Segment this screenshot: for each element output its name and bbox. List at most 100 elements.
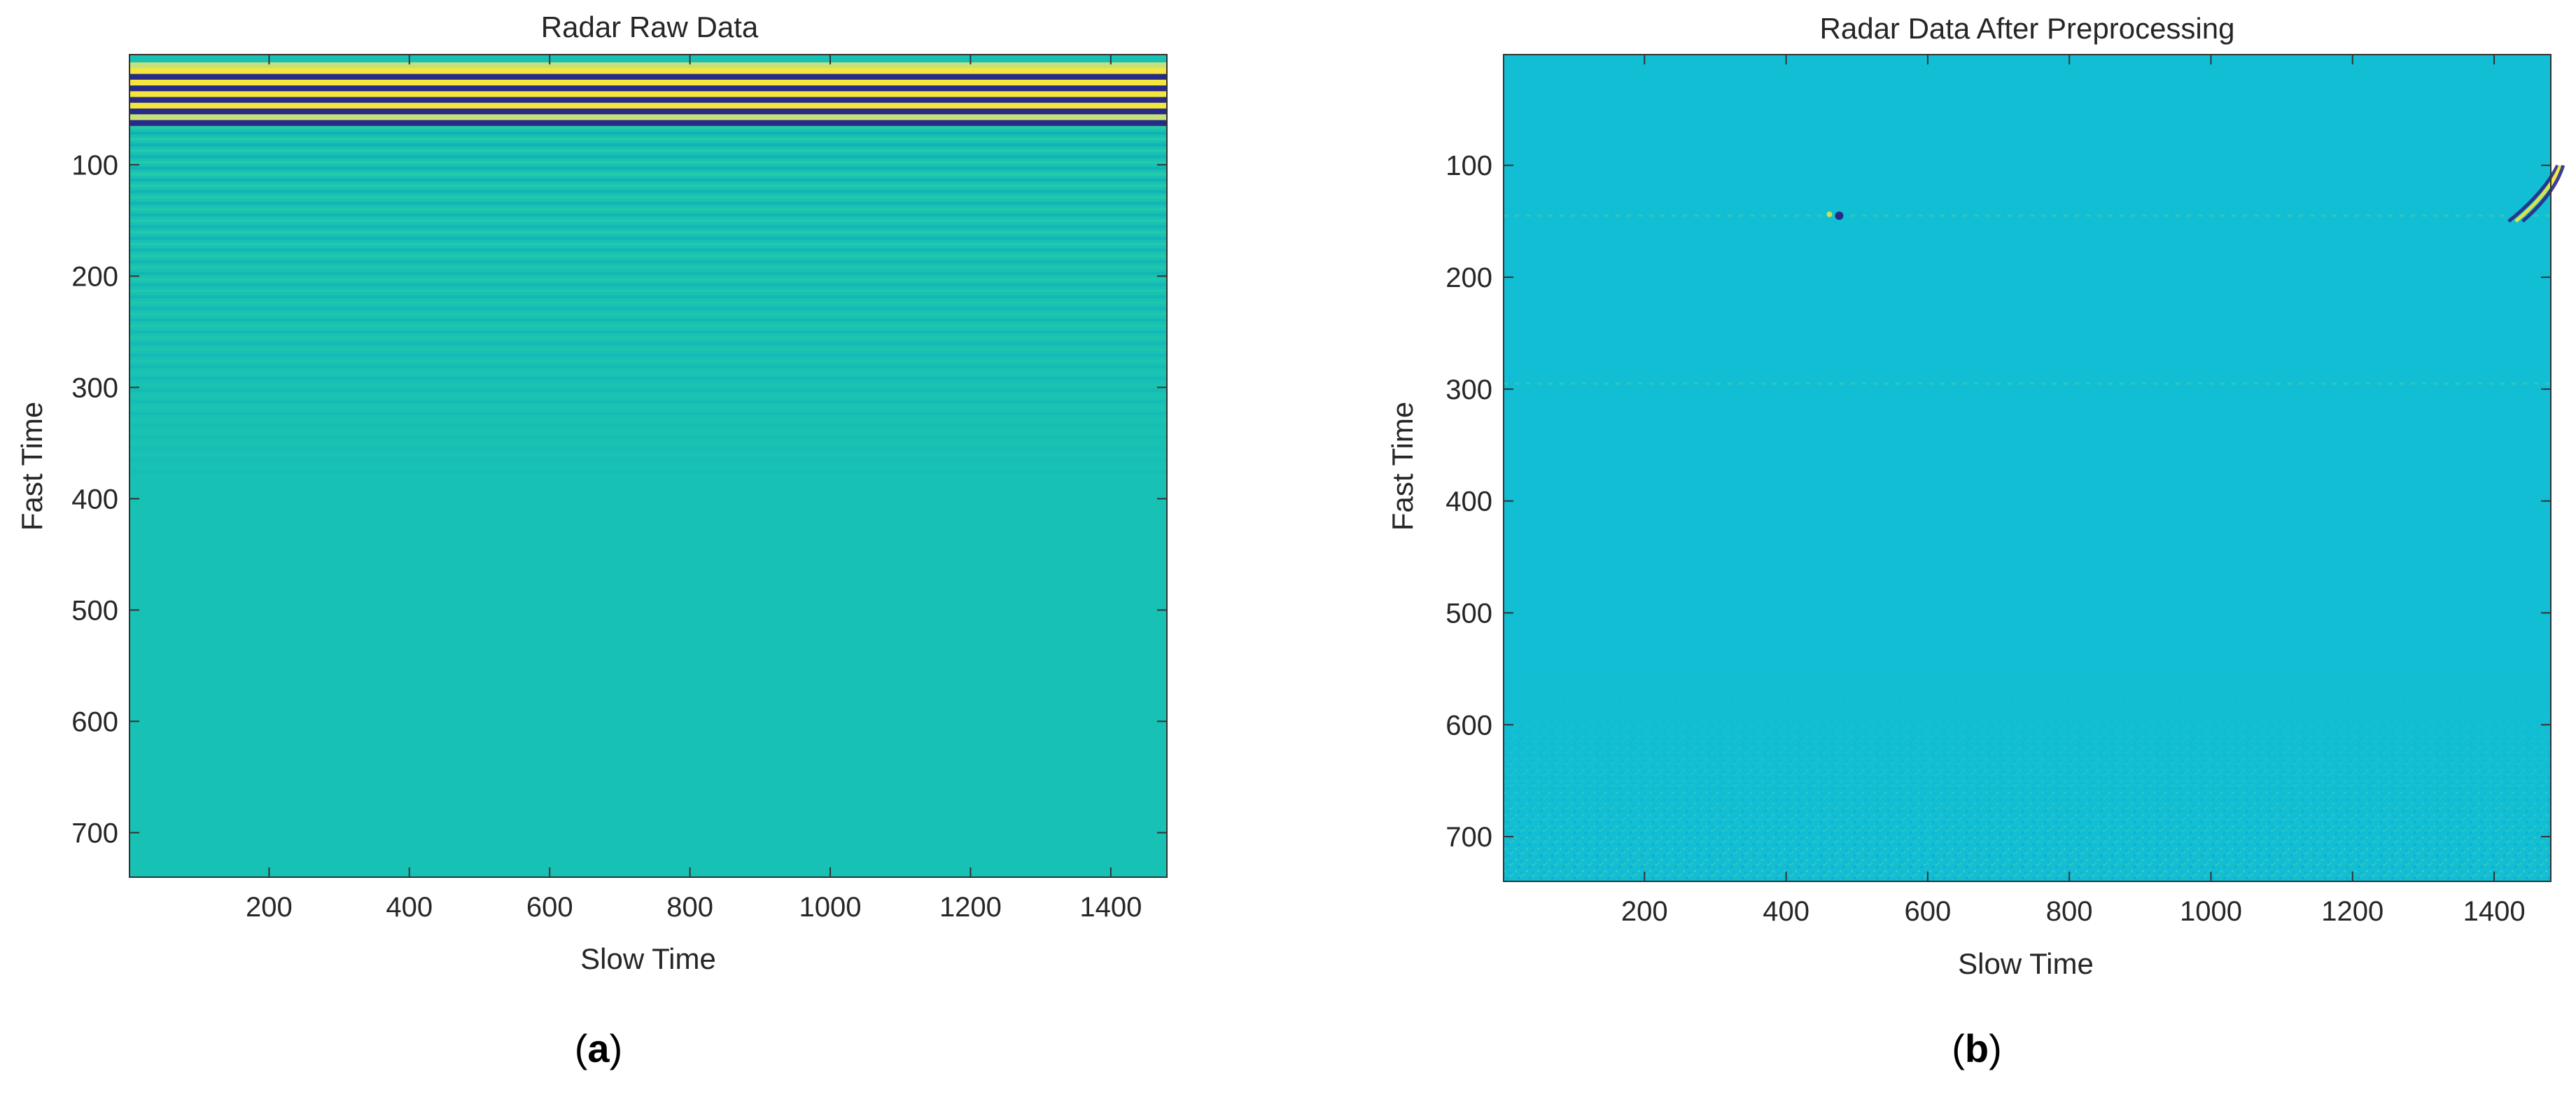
heatmap-band	[130, 464, 1167, 468]
chart-title: Radar Data After Preprocessing	[1820, 12, 2235, 45]
heatmap-band	[130, 418, 1167, 421]
y-axis-label: Fast Time	[15, 402, 48, 531]
heatmap-image	[1504, 55, 2566, 881]
heatmap-band	[130, 242, 1167, 246]
x-tick-label: 200	[1621, 896, 1668, 927]
heatmap-band	[130, 149, 1167, 153]
y-tick-label: 700	[71, 818, 118, 848]
heatmap-band	[130, 102, 1167, 109]
y-tick-label: 100	[71, 150, 118, 181]
heatmap-band	[130, 68, 1167, 75]
heatmap-band	[130, 132, 1167, 135]
heatmap-band	[130, 289, 1167, 293]
y-tick-label: 200	[71, 261, 118, 292]
heatmap-band	[130, 324, 1167, 328]
panel-label: (b)	[1952, 1026, 2002, 1070]
heatmap-band	[130, 237, 1167, 240]
heatmap-band	[130, 441, 1167, 445]
heatmap-band	[130, 359, 1167, 363]
heatmap-band	[130, 389, 1167, 392]
y-axis-label: Fast Time	[1386, 402, 1419, 531]
x-tick-label: 1000	[2180, 896, 2242, 927]
heatmap-features	[1504, 165, 2566, 385]
heatmap-band	[130, 172, 1167, 176]
y-tick-label: 700	[1446, 822, 1492, 853]
y-tick-label: 600	[71, 706, 118, 737]
heatmap-band	[130, 160, 1167, 165]
x-tick-label: 1000	[799, 892, 862, 923]
streak	[2514, 165, 2563, 223]
axis-ticks: 200 400 600 800 1000 1200 1400 100 200 300 400 500 6…	[1446, 55, 2551, 927]
heatmap-band	[130, 219, 1167, 223]
heatmap-band	[130, 312, 1167, 316]
heatmap-band	[130, 284, 1167, 287]
heatmap-band	[130, 319, 1167, 322]
panel-label: (a)	[575, 1026, 622, 1070]
heatmap-band	[130, 184, 1167, 188]
x-tick-label: 600	[526, 892, 573, 923]
heatmap-band	[130, 342, 1167, 345]
y-tick-label: 400	[1446, 487, 1492, 517]
axis-ticks: 200 400 600 800 1000 1200 1400 100 200 300 400 500 6…	[71, 55, 1167, 923]
spot	[1835, 211, 1844, 221]
heatmap-band	[130, 190, 1167, 193]
y-tick-label: 300	[1446, 375, 1492, 405]
heatmap-band	[130, 155, 1167, 158]
heatmap-band	[130, 354, 1167, 357]
x-tick-label: 1200	[939, 892, 1002, 923]
heatmap-image	[130, 55, 1167, 877]
x-tick-label: 1200	[2321, 896, 2384, 927]
y-tick-label: 400	[71, 484, 118, 515]
heatmap-band	[130, 79, 1167, 86]
plot-frame	[129, 54, 1168, 878]
heatmap-band	[130, 207, 1167, 211]
y-tick-label: 100	[1446, 151, 1492, 181]
heatmap-band	[130, 231, 1167, 235]
heatmap-band	[130, 307, 1167, 310]
heatmap-band	[130, 330, 1167, 334]
x-tick-label: 800	[2046, 896, 2093, 927]
heatmap-band	[130, 91, 1167, 98]
heatmap-band	[130, 394, 1167, 398]
spot	[1826, 211, 1833, 218]
y-tick-label: 500	[1446, 598, 1492, 629]
heatmap-band	[130, 470, 1167, 474]
heatmap-band	[130, 225, 1167, 228]
heatmap-band	[130, 120, 1167, 127]
y-tick-label: 600	[1446, 710, 1492, 741]
y-tick-label: 500	[71, 595, 118, 626]
heatmap-band	[130, 97, 1167, 104]
heatmap-band	[130, 195, 1167, 200]
speckle-noise	[1504, 672, 2551, 881]
heatmap-band	[130, 400, 1167, 404]
heatmap-band	[130, 365, 1167, 369]
heatmap-band	[130, 62, 1167, 69]
heatmap-bands	[130, 62, 1167, 474]
heatmap-band	[130, 336, 1167, 340]
heatmap-band	[130, 143, 1167, 146]
heatmap-band	[130, 435, 1167, 439]
heatmap-band	[130, 137, 1167, 141]
x-tick-label: 800	[666, 892, 713, 923]
plot-frame	[1503, 54, 2552, 882]
heatmap-band	[130, 412, 1167, 415]
x-tick-label: 400	[1763, 896, 1809, 927]
x-axis-label: Slow Time	[580, 942, 716, 975]
heatmap-band	[130, 109, 1167, 115]
heatmap-band	[130, 74, 1167, 81]
heatmap-band	[130, 424, 1167, 427]
x-axis-label: Slow Time	[1958, 947, 2094, 980]
heatmap-band	[130, 447, 1167, 451]
heatmap-band	[130, 347, 1167, 351]
streak	[2521, 165, 2566, 223]
heatmap-band	[130, 213, 1167, 217]
heatmap-band	[130, 406, 1167, 410]
heatmap-band	[130, 429, 1167, 433]
x-tick-label: 600	[1905, 896, 1952, 927]
heatmap-band	[130, 266, 1167, 270]
panel-a: Radar Raw Data 200 400 600 800 1000 1200 1400 1…	[15, 11, 1168, 1070]
heatmap-band	[130, 377, 1167, 380]
x-tick-label: 400	[386, 892, 433, 923]
heatmap-band	[130, 178, 1167, 182]
